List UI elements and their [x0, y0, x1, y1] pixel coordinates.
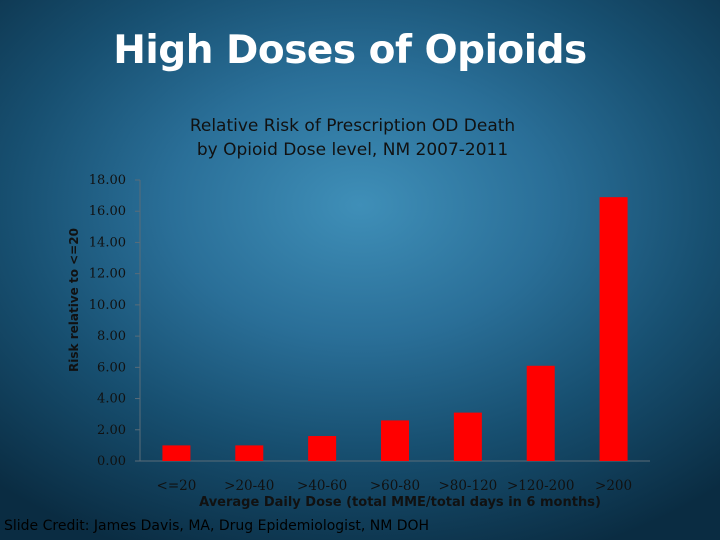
- y-tick-label: 2.00: [97, 423, 126, 438]
- x-tick-label: >40-60: [297, 478, 347, 494]
- bar: [599, 197, 628, 461]
- slide-title: High Doses of Opioids: [113, 28, 587, 73]
- bar: [381, 420, 409, 461]
- x-tick-label: >20-40: [224, 478, 274, 494]
- x-tick-label: >60-80: [370, 478, 420, 494]
- slide-credit: Slide Credit: James Davis, MA, Drug Epid…: [4, 518, 430, 534]
- y-tick-label: 10.00: [89, 298, 126, 313]
- y-tick-label: 8.00: [97, 329, 126, 344]
- y-tick-label: 18.00: [89, 173, 126, 188]
- y-tick-label: 16.00: [89, 204, 126, 219]
- bar: [453, 412, 482, 461]
- x-tick-label: <=20: [157, 478, 197, 494]
- y-tick-label: 4.00: [97, 392, 126, 407]
- bar: [308, 436, 337, 461]
- chart-title: Relative Risk of Prescription OD Death b…: [140, 114, 565, 162]
- y-tick-label: 6.00: [97, 360, 126, 375]
- x-tick-label: >80-120: [438, 478, 497, 494]
- x-tick-label: >200: [595, 478, 632, 494]
- y-tick-label: 0.00: [97, 454, 126, 469]
- bar: [162, 445, 191, 461]
- x-axis-label: Average Daily Dose (total MME/total days…: [199, 495, 601, 510]
- y-tick-label: 14.00: [89, 235, 126, 250]
- chart-title-line-2: by Opioid Dose level, NM 2007-2011: [196, 140, 509, 160]
- bar: [526, 365, 555, 461]
- chart-title-line-1: Relative Risk of Prescription OD Death: [189, 116, 516, 136]
- bar: [235, 445, 264, 461]
- y-tick-label: 12.00: [89, 267, 126, 282]
- x-tick-label: >120-200: [507, 478, 574, 494]
